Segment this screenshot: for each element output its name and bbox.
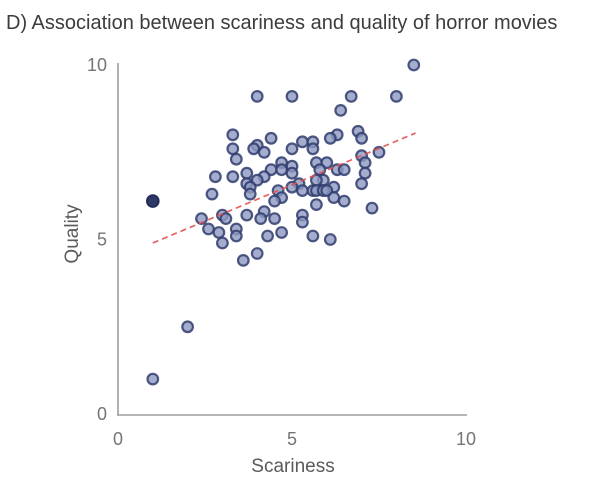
scatter-point [226, 128, 240, 142]
scatter-point [250, 247, 264, 260]
scatter-point [181, 320, 195, 334]
scatter-point [247, 142, 261, 156]
x-tick-label: 10 [456, 429, 476, 449]
scatter-point [296, 135, 309, 149]
scatter-point [226, 170, 240, 184]
y-tick-label: 5 [97, 230, 107, 250]
scatter-point [275, 226, 289, 239]
scatter-point [323, 233, 337, 246]
scatter-point [240, 166, 254, 180]
scatter-point [268, 194, 282, 208]
x-axis-label: Scariness [251, 456, 335, 477]
scatter-point [390, 89, 403, 103]
scatter-point [306, 142, 320, 156]
scatter-point [323, 131, 337, 145]
scatter-point [243, 187, 257, 201]
scatter-point [285, 166, 299, 180]
trend-line [152, 132, 416, 244]
x-tick-label: 5 [287, 429, 297, 449]
y-tick-label: 10 [87, 55, 107, 75]
scatter-point [327, 191, 341, 205]
scatter-point [285, 142, 299, 156]
scatter-point [212, 226, 226, 239]
scatter-point [264, 131, 278, 145]
scatter-point [296, 215, 309, 229]
scatter-point [240, 208, 254, 222]
scatter-point [261, 229, 275, 243]
scatter-point [275, 163, 289, 177]
scatter-point [407, 58, 421, 72]
scatter-point [229, 229, 243, 243]
x-tick-label: 0 [113, 429, 123, 449]
scatter-point [296, 184, 309, 198]
scatter-point [257, 145, 271, 159]
scatter-point [146, 372, 160, 386]
scatter-point [358, 166, 372, 180]
scatter-point-dark [146, 194, 160, 208]
scatter-point [254, 212, 268, 226]
chart-title: D) Association between scariness and qua… [6, 12, 558, 34]
scatter-point [355, 131, 369, 145]
scatter-point [306, 229, 320, 243]
scatter-point [337, 194, 351, 208]
scatter-point [358, 156, 372, 170]
scatter-point [310, 198, 323, 212]
scatter-point [205, 187, 219, 201]
scatter-point [208, 170, 222, 184]
scatter-point [337, 163, 351, 177]
scatter-point [344, 89, 358, 103]
scatter-point [229, 152, 243, 166]
scatter-point [215, 236, 229, 250]
scatter-point [334, 103, 348, 117]
scatter-point [268, 212, 282, 226]
scatter-point [202, 222, 215, 236]
scatter-point [219, 212, 233, 226]
y-tick-label: 0 [97, 404, 107, 424]
scatter-point [365, 201, 379, 215]
scatter-point [355, 177, 369, 191]
scatter-point [250, 89, 264, 103]
scatter-point [236, 253, 250, 267]
scatter-point [226, 142, 240, 156]
scatter-point [285, 89, 299, 103]
